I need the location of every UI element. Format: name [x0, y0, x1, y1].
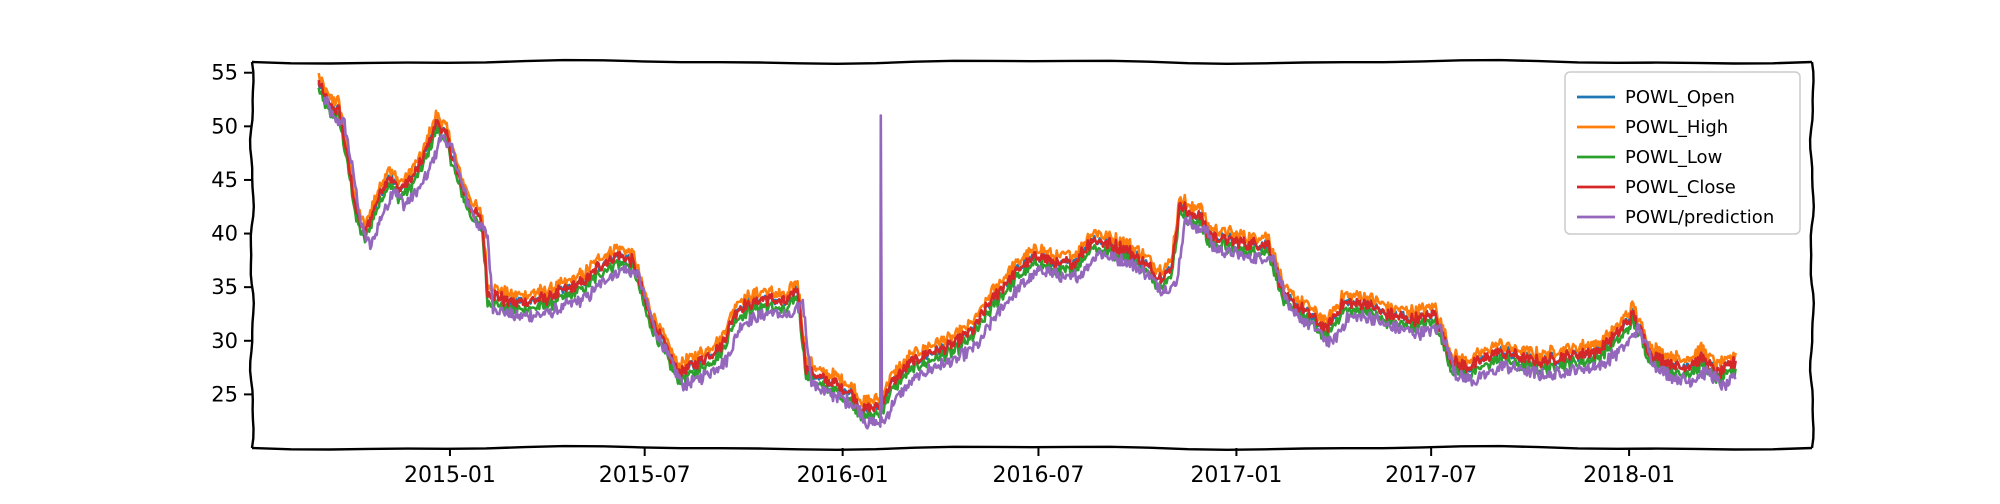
- x-tick-label: 2016-07: [992, 463, 1084, 488]
- x-tick-label: 2018-01: [1583, 463, 1675, 488]
- legend-label: POWL_High: [1625, 117, 1728, 138]
- axes-layer: 25 30 35 40 45 50 55 2015-01 2015-07 2016-01 2016-…: [211, 58, 1816, 488]
- series-layer: [317, 72, 1737, 430]
- x-tick-label: 2015-01: [404, 463, 496, 488]
- x-tick-label: 2016-01: [797, 463, 889, 488]
- y-tick-label: 35: [211, 275, 238, 299]
- x-tick-label: 2017-07: [1385, 463, 1477, 488]
- series-line-powl-high: [317, 72, 1737, 408]
- y-tick-label: 30: [211, 329, 238, 353]
- y-tick-label: 45: [211, 168, 238, 192]
- y-tick-label: 40: [211, 222, 238, 246]
- y-tick-label: 55: [211, 61, 238, 85]
- x-tick-label: 2017-01: [1190, 463, 1282, 488]
- legend-label: POWL_Close: [1625, 177, 1736, 198]
- axis-left: [248, 61, 256, 449]
- series-line-powl-prediction: [322, 95, 1737, 430]
- legend: POWL_Open POWL_High POWL_Low POWL_Close POWL…: [1564, 71, 1801, 235]
- axis-top: [251, 58, 1813, 66]
- axis-bottom: [251, 444, 1813, 452]
- x-tick-label: 2015-07: [599, 463, 691, 488]
- series-line-powl-close: [317, 79, 1737, 414]
- axis-right: [1808, 61, 1816, 449]
- y-tick-label: 50: [211, 114, 238, 138]
- legend-label: POWL_Open: [1625, 87, 1735, 108]
- y-tick-label: 25: [211, 382, 238, 406]
- legend-label: POWL/prediction: [1625, 207, 1774, 228]
- legend-label: POWL_Low: [1625, 147, 1722, 168]
- legend-box: [1564, 71, 1801, 235]
